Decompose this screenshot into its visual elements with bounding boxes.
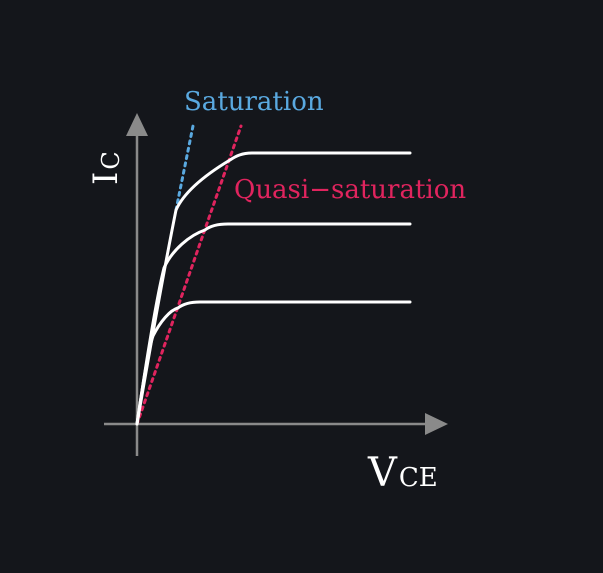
ic-curve-middle (135, 222, 412, 426)
y-axis-label-main: I (86, 172, 126, 185)
x-axis-arrowhead (425, 413, 448, 435)
x-axis-label-sub: CE (399, 463, 438, 493)
axes (104, 113, 448, 456)
characteristic-curves (135, 151, 412, 426)
quasi-saturation-label: Quasi−saturation (234, 175, 466, 205)
ic-curve-bottom (135, 300, 412, 426)
y-axis-arrowhead (126, 113, 148, 136)
y-axis-label-sub: C (97, 151, 125, 169)
saturation-label: Saturation (184, 87, 324, 117)
x-axis-label: VCE (367, 450, 438, 496)
svg-text:IC: IC (86, 151, 126, 185)
saturation-boundary-line (174, 124, 195, 212)
x-axis-label-main: V (367, 450, 398, 496)
y-axis-label: IC (86, 151, 126, 185)
quasi-saturation-boundary-line (135, 124, 243, 426)
